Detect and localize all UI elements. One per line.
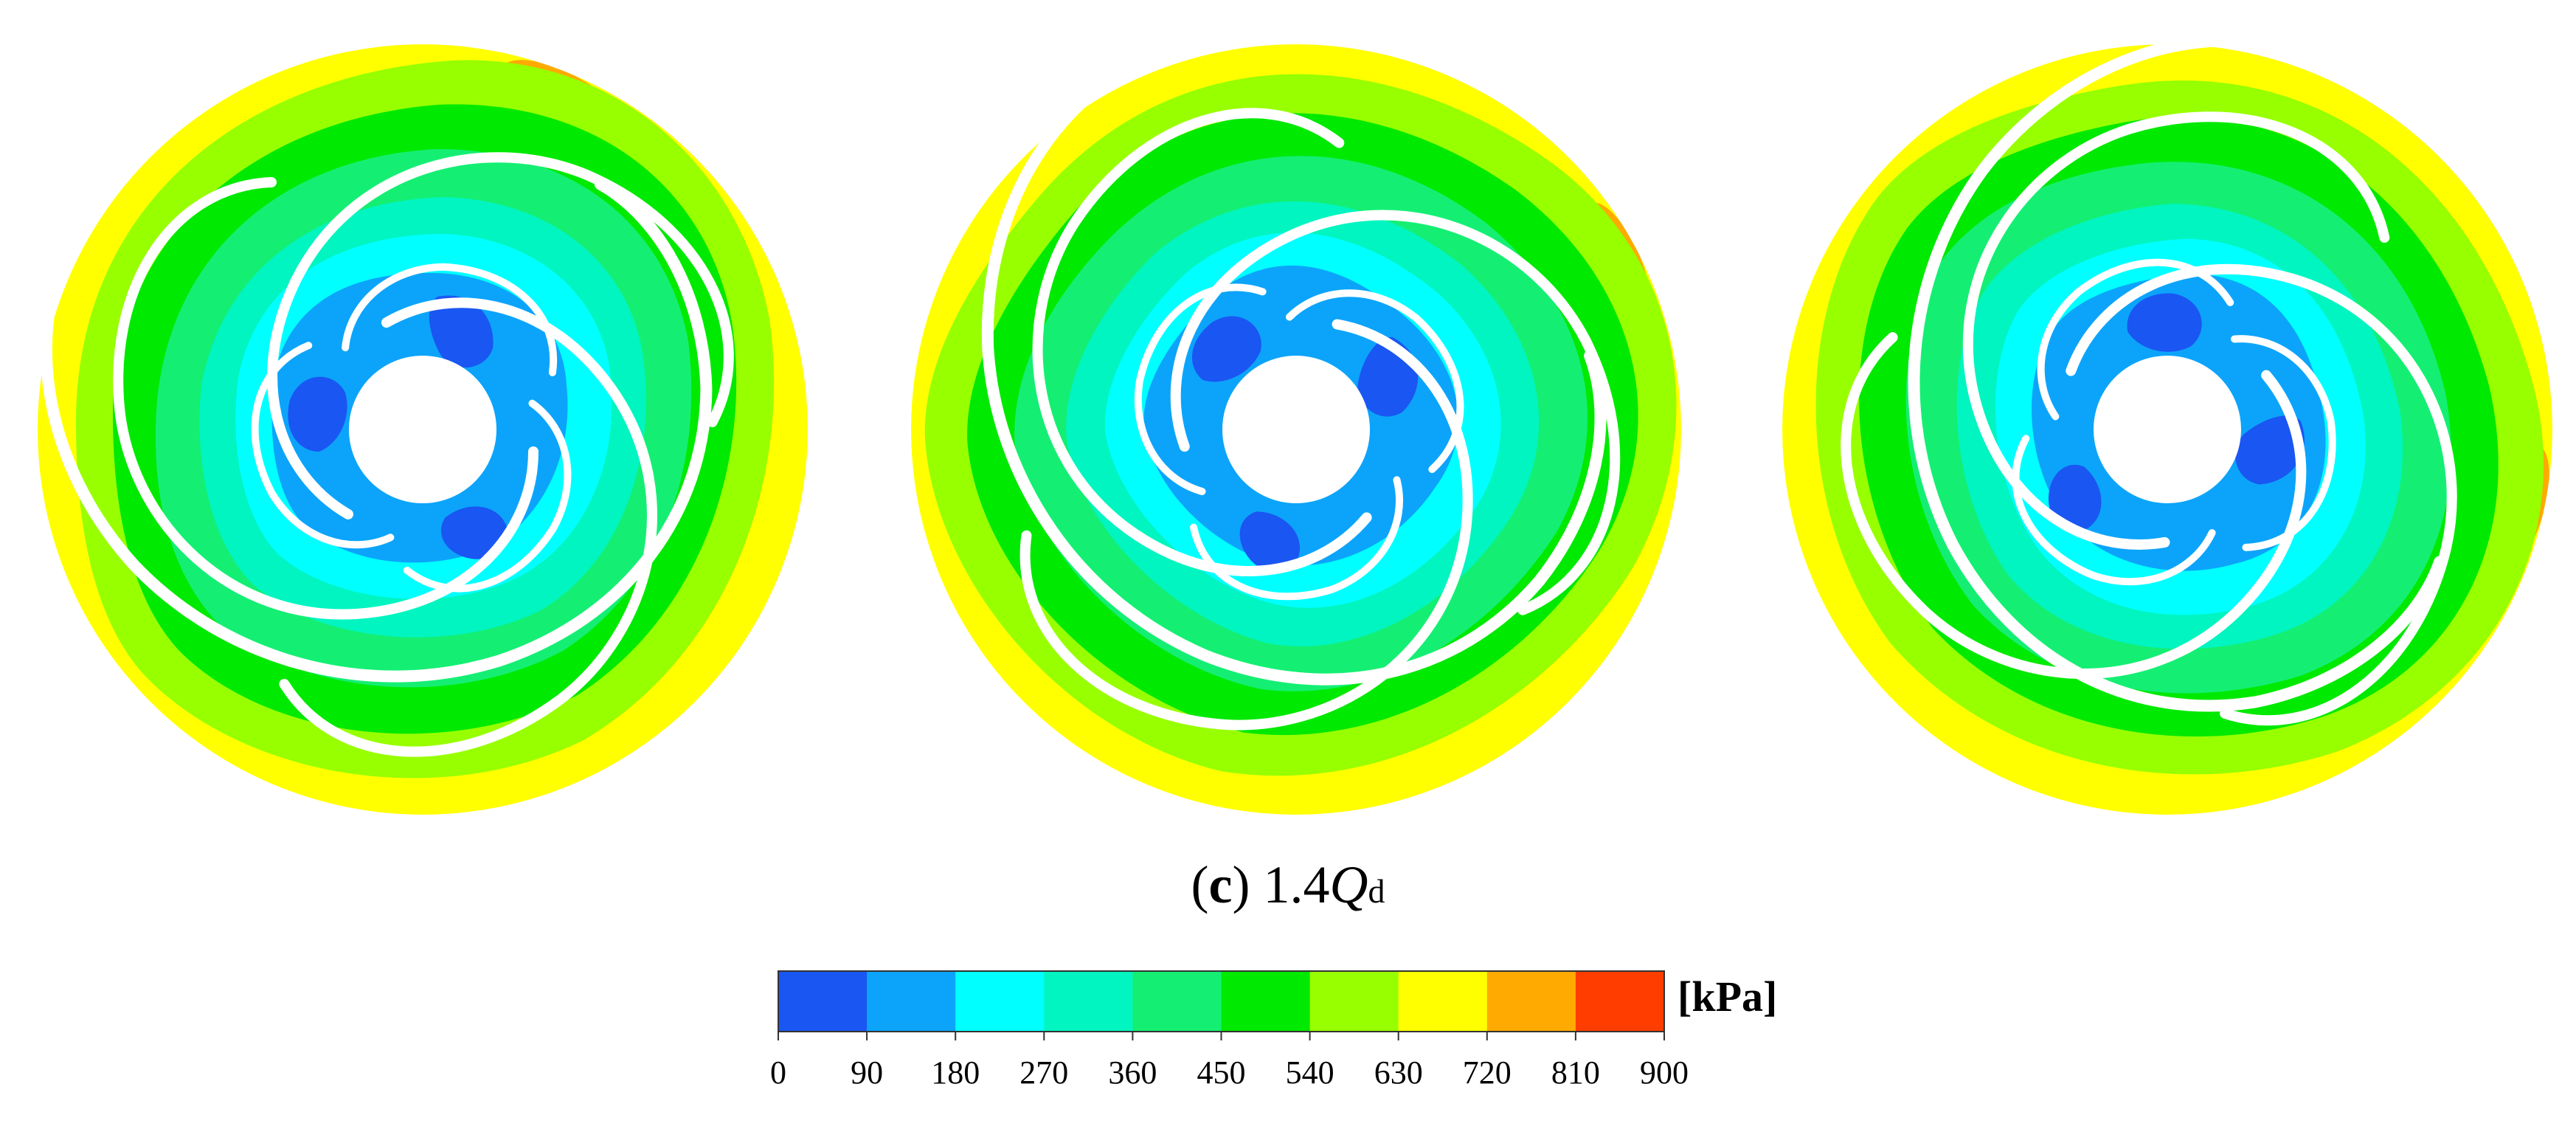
colorbar-segment xyxy=(1398,971,1488,1032)
colorbar-segment xyxy=(1221,971,1311,1032)
colorbar-tick-label: 450 xyxy=(1197,1054,1246,1091)
impeller-hub xyxy=(1222,356,1370,503)
colorbar-segment xyxy=(1309,971,1399,1032)
colorbar-tick-labels: 0 90 180 270 360 450 540 630 720 810 900 xyxy=(770,1032,1689,1091)
band-blue-2 xyxy=(2127,293,2202,352)
band-blue-1 xyxy=(429,295,494,368)
colorbar-tick-label: 630 xyxy=(1374,1054,1423,1091)
colorbar-tick-label: 360 xyxy=(1108,1054,1157,1091)
band-blue-3 xyxy=(2048,465,2102,532)
colorbar: 0 90 180 270 360 450 540 630 720 810 900 [kPa] xyxy=(770,970,1777,1091)
colorbar-tick-label: 270 xyxy=(1019,1054,1068,1091)
impeller-blades xyxy=(981,44,1621,731)
band-blue-2 xyxy=(1192,316,1261,382)
colorbar-tick-label: 540 xyxy=(1286,1054,1334,1091)
colorbar-tick-label: 0 xyxy=(770,1054,786,1091)
colorbar-segment xyxy=(955,971,1045,1032)
band-blue-2 xyxy=(288,376,347,452)
impeller-contour-2 xyxy=(911,44,1681,815)
colorbar-tick-label: 180 xyxy=(931,1054,980,1091)
colorbar-segment xyxy=(778,971,868,1032)
colorbar-tick-label: 900 xyxy=(1640,1054,1689,1091)
caption-label: c xyxy=(1208,855,1233,914)
colorbar-tick-label: 90 xyxy=(851,1054,883,1091)
colorbar-segment xyxy=(1132,971,1222,1032)
band-blue-1 xyxy=(2235,415,2305,485)
colorbar-tick-label: 810 xyxy=(1551,1054,1600,1091)
caption-subscript: d xyxy=(1368,872,1385,910)
colorbar-unit-label: [kPa] xyxy=(1677,973,1777,1021)
colorbar-segment xyxy=(867,971,956,1032)
colorbar-tick-label: 720 xyxy=(1463,1054,1512,1091)
colorbar-segment xyxy=(1044,971,1133,1032)
colorbar-segment xyxy=(1575,971,1665,1032)
band-blue-3 xyxy=(440,506,508,559)
impeller-blades xyxy=(1841,44,2457,726)
colorbar-segment xyxy=(1486,971,1576,1032)
caption-symbol: Q xyxy=(1329,855,1368,914)
impeller-hub xyxy=(349,356,496,503)
impeller-hub xyxy=(2094,356,2241,503)
band-blue-3 xyxy=(1239,511,1301,573)
impeller-blades xyxy=(40,152,734,757)
impeller-contour-1 xyxy=(38,44,808,815)
figure-caption: (c) 1.4Qd xyxy=(1191,855,1385,914)
impeller-contour-3 xyxy=(1782,44,2552,815)
colorbar-segments xyxy=(778,970,1665,1032)
